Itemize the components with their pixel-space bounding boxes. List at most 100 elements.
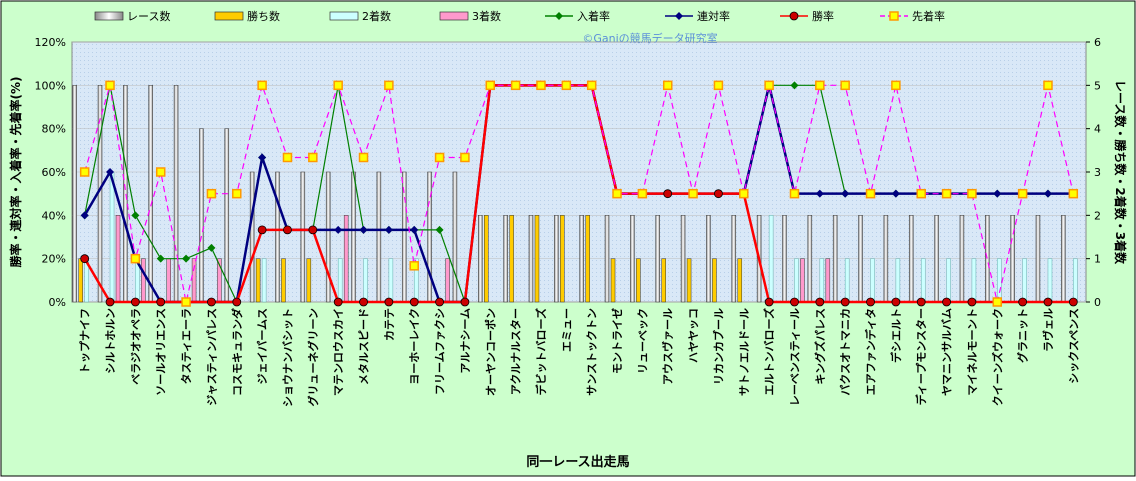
- point: [207, 297, 216, 307]
- point: [80, 211, 89, 220]
- bar: [686, 258, 692, 303]
- bar: [123, 85, 128, 303]
- bar: [337, 258, 343, 303]
- point: [409, 261, 419, 271]
- point: [942, 297, 951, 307]
- bar: [712, 258, 717, 303]
- x-tick-label: ヨーホーレイク: [408, 308, 421, 385]
- point: [891, 80, 901, 91]
- x-tick-label: サトノエルドール: [738, 308, 751, 396]
- y-tick-label: 100%: [35, 79, 66, 92]
- point: [688, 188, 698, 199]
- bar: [306, 258, 312, 303]
- point: [790, 81, 799, 90]
- point: [891, 189, 900, 198]
- y2-tick-label: 4: [1094, 123, 1101, 136]
- x-tick-label: デシエルト: [889, 308, 903, 363]
- point: [206, 188, 217, 199]
- watermark: ©Ganiの競馬データ研究室: [582, 31, 717, 45]
- bar: [768, 215, 774, 303]
- bar: [148, 85, 153, 303]
- point: [1018, 297, 1028, 307]
- point: [1043, 189, 1052, 198]
- bar: [731, 215, 737, 303]
- x-tick-label: ジャスティンパレス: [205, 308, 218, 406]
- x-tick-label: タスティエーラ: [180, 308, 193, 384]
- bar: [1047, 258, 1053, 303]
- point: [257, 225, 267, 235]
- point: [308, 225, 318, 235]
- bar: [1073, 258, 1078, 303]
- bar: [261, 258, 267, 303]
- legend-swatch: [329, 11, 359, 21]
- point: [485, 80, 496, 91]
- legend-label: 3着数: [472, 9, 501, 23]
- x-tick-label: クイーンズウォーク: [990, 308, 1004, 406]
- point: [916, 297, 926, 307]
- bar: [249, 171, 255, 303]
- point: [334, 225, 343, 234]
- bar: [636, 258, 641, 303]
- bar: [971, 258, 977, 303]
- bar: [376, 171, 382, 303]
- bar: [807, 215, 813, 303]
- point: [460, 152, 470, 163]
- bar: [351, 171, 356, 303]
- bar: [661, 258, 666, 303]
- legend-marker: [889, 11, 899, 21]
- point: [155, 167, 166, 177]
- bar: [388, 258, 394, 303]
- point: [663, 189, 673, 199]
- y2-tick-label: 5: [1094, 79, 1101, 92]
- bar: [680, 215, 686, 303]
- point: [358, 152, 369, 163]
- point: [789, 188, 800, 199]
- x-tick-label: シックスペンス: [1067, 308, 1080, 384]
- point: [941, 188, 952, 199]
- bar: [1022, 258, 1027, 303]
- point: [815, 189, 824, 198]
- bar: [934, 215, 939, 303]
- x-tick-label: ソールオリエンス: [155, 308, 168, 396]
- bar: [78, 258, 83, 303]
- point: [460, 297, 470, 307]
- bar: [199, 128, 204, 303]
- point: [106, 168, 115, 176]
- point: [840, 80, 850, 91]
- bar: [706, 215, 711, 303]
- point: [713, 80, 724, 91]
- bar: [737, 258, 743, 303]
- point: [815, 297, 825, 307]
- bar: [72, 85, 77, 303]
- point: [435, 297, 444, 307]
- point: [181, 297, 191, 307]
- bar: [832, 215, 838, 303]
- x-tick-label: エミュー: [560, 308, 573, 352]
- bar: [534, 215, 540, 303]
- y-tick-label: 40%: [42, 209, 66, 222]
- point: [1043, 297, 1053, 307]
- point: [384, 225, 393, 234]
- y2-tick-label: 1: [1094, 253, 1101, 266]
- bar: [997, 258, 1002, 303]
- x-tick-label: オーヤンコーポン: [483, 308, 497, 396]
- y2-tick-label: 3: [1094, 166, 1101, 179]
- point: [1068, 297, 1078, 307]
- point: [764, 297, 774, 307]
- x-tick-label: リューベック: [636, 308, 649, 374]
- y-tick-label: 60%: [42, 166, 66, 179]
- point: [384, 80, 394, 91]
- legend-label: 連対率: [697, 9, 730, 23]
- point: [790, 297, 799, 307]
- point: [359, 297, 368, 307]
- y2-tick-label: 2: [1094, 209, 1101, 222]
- bar: [794, 258, 799, 303]
- point: [866, 297, 875, 307]
- bar: [503, 215, 508, 303]
- x-tick-label: エルトンバローズ: [762, 308, 776, 395]
- bar: [1035, 215, 1041, 303]
- bar: [579, 215, 584, 303]
- point: [105, 297, 115, 307]
- point: [131, 211, 140, 220]
- x-tick-label: ディープモンスター: [914, 308, 928, 405]
